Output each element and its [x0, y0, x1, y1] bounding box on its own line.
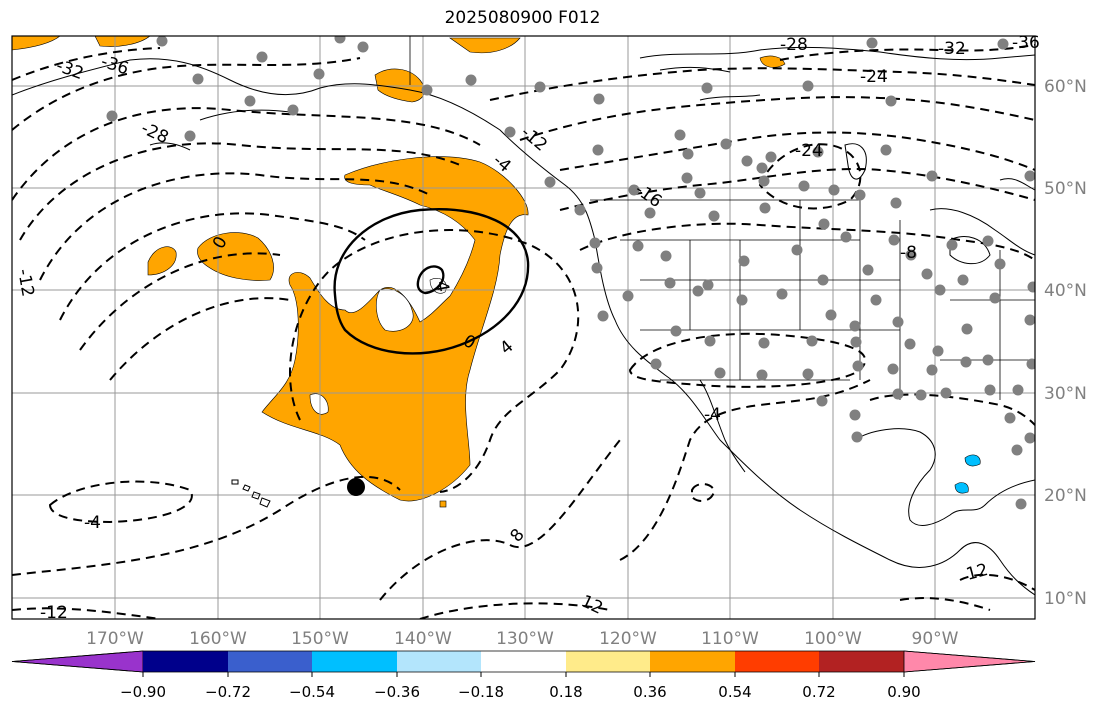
colorbar-tick-label: −0.72	[205, 683, 251, 701]
colorbar-tick-label: 0.36	[633, 683, 666, 701]
colorbar-segment	[903, 650, 1036, 673]
colorbar-segment	[819, 651, 904, 672]
colorbar-segment	[143, 651, 228, 672]
negative-anomaly-fill	[954, 454, 981, 494]
contour-label: -12	[40, 603, 68, 623]
colorbar-tick-label: −0.18	[458, 683, 504, 701]
contour-label: -4	[704, 405, 721, 425]
lat-label: 50°N	[1044, 179, 1087, 199]
gridlines	[12, 36, 1035, 619]
solid-contours	[333, 208, 530, 355]
hawaii-islands	[231, 479, 271, 508]
colorbar-tick-label: 0.90	[887, 683, 920, 701]
contour-labels: -32 -36 -28 -12 0 0 4 4 -4 -4 8 -12 12 1…	[13, 33, 1040, 623]
colorbar-segment	[735, 651, 819, 672]
colorbar-segment	[397, 651, 481, 672]
contour-label: -24	[860, 67, 888, 87]
map-background	[12, 36, 1035, 619]
contour-label: -32	[938, 39, 966, 59]
colorbar-segment	[228, 651, 312, 672]
colorbar-outline	[11, 650, 1036, 673]
lon-label: 110°W	[701, 629, 759, 649]
contour-label: -36	[1012, 33, 1040, 53]
colorbar-tick-label: 0.18	[549, 683, 582, 701]
lon-label: 140°W	[394, 629, 452, 649]
coastlines	[12, 46, 1035, 596]
contour-label: -12	[13, 267, 38, 298]
contour-label: -24	[795, 141, 823, 161]
lon-label: 160°W	[189, 629, 247, 649]
lon-label: 90°W	[912, 629, 959, 649]
lon-label: 150°W	[291, 629, 349, 649]
colorbar-tick-label: −0.90	[120, 683, 166, 701]
contour-label: -28	[780, 35, 808, 55]
colorbar: −0.90 −0.72 −0.54 −0.36 −0.18 0.18 0.36 …	[11, 650, 1036, 701]
lat-label: 60°N	[1044, 77, 1087, 97]
dashed-contours	[12, 44, 1035, 619]
contour-label: -4	[84, 513, 101, 533]
station-dots	[106, 36, 1035, 510]
lon-label: 130°W	[496, 629, 554, 649]
colorbar-segment	[566, 651, 650, 672]
contour-label: -8	[900, 243, 917, 263]
lat-label: 40°N	[1044, 281, 1087, 301]
contour-label: 4	[431, 279, 453, 293]
colorbar-segment	[11, 650, 144, 673]
lat-label: 10°N	[1044, 589, 1087, 609]
map-title: 2025080900 F012	[444, 8, 601, 28]
colorbar-tick-label: 0.72	[802, 683, 835, 701]
storm-center-marker	[347, 478, 365, 496]
colorbar-segment	[481, 651, 566, 672]
colorbar-segment	[312, 651, 397, 672]
colorbar-tick-label: −0.36	[374, 683, 420, 701]
lat-label: 30°N	[1044, 384, 1087, 404]
colorbar-tick-label: −0.54	[289, 683, 335, 701]
lon-label: 100°W	[804, 629, 862, 649]
map-border	[11, 35, 1036, 620]
longitude-labels: 170°W 160°W 150°W 140°W 130°W 120°W 110°…	[86, 629, 959, 649]
lat-label: 20°N	[1044, 486, 1087, 506]
lon-label: 170°W	[86, 629, 144, 649]
colorbar-segment	[650, 651, 735, 672]
latitude-labels: 60°N 50°N 40°N 30°N 20°N 10°N	[1044, 77, 1087, 609]
colorbar-tick-label: 0.54	[718, 683, 751, 701]
lon-label: 120°W	[599, 629, 657, 649]
